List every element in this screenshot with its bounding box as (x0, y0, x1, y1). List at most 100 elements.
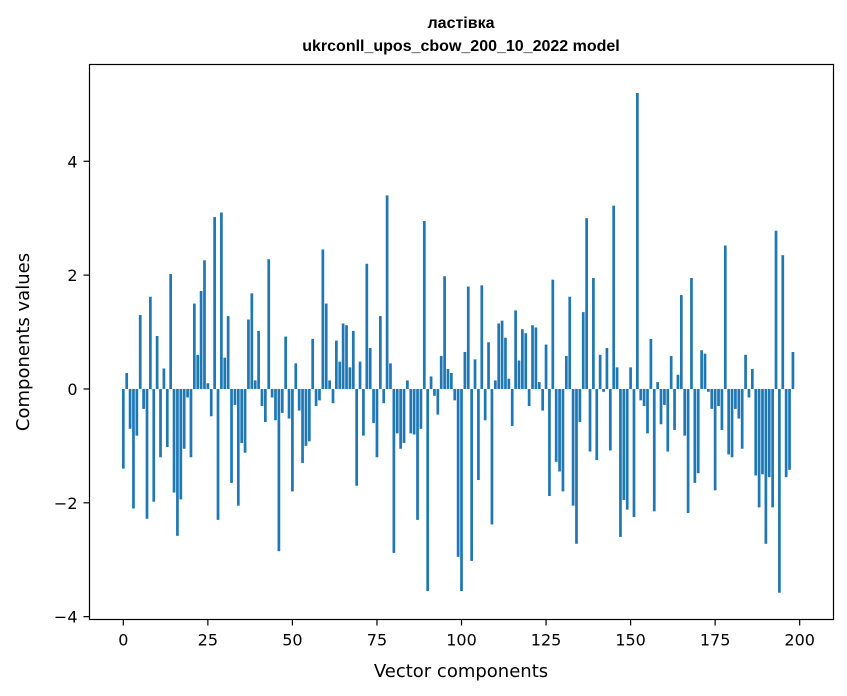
bar-83 (402, 388, 406, 444)
bar-122 (534, 327, 538, 389)
bar-26 (209, 388, 213, 417)
bar-110 (493, 380, 497, 389)
bar-187 (754, 388, 758, 476)
x-tick-label: 75 (367, 631, 387, 650)
bar-82 (399, 388, 402, 449)
bar-100 (460, 388, 463, 592)
bar-89 (422, 221, 426, 389)
bar-77 (382, 388, 386, 404)
bar-190 (764, 388, 768, 544)
bar-105 (477, 388, 480, 481)
bar-149 (625, 388, 629, 510)
x-axis-label: Vector components (374, 661, 548, 682)
bar-151 (632, 388, 636, 518)
bar-51 (294, 363, 298, 389)
bar-8 (149, 296, 152, 389)
bar-69 (355, 388, 359, 486)
bar-194 (778, 388, 781, 593)
bar-106 (480, 285, 484, 389)
bar-93 (436, 388, 440, 415)
bar-67 (348, 367, 352, 389)
bar-73 (368, 347, 372, 389)
bar-57 (314, 388, 318, 407)
bar-18 (182, 388, 186, 449)
bar-153 (639, 388, 643, 401)
bar-5 (138, 314, 142, 389)
bar-62 (331, 388, 335, 404)
bar-53 (301, 388, 304, 463)
bar-128 (554, 388, 558, 462)
bar-91 (429, 376, 433, 389)
bar-9 (152, 388, 156, 502)
bar-6 (142, 388, 145, 409)
bar-115 (510, 388, 514, 426)
bar-66 (345, 325, 348, 389)
bars-group (121, 92, 795, 593)
bar-121 (531, 325, 534, 389)
bar-140 (595, 388, 599, 461)
y-tick-label: −2 (54, 494, 78, 513)
x-tick-label: 150 (615, 631, 646, 650)
bar-124 (541, 388, 545, 411)
x-tick-label: 0 (118, 631, 128, 650)
bar-141 (598, 354, 602, 389)
x-tick-label: 50 (282, 631, 302, 650)
bar-193 (774, 230, 778, 389)
bar-37 (247, 319, 250, 389)
bar-138 (588, 388, 592, 452)
bar-56 (311, 338, 315, 389)
bar-58 (318, 388, 321, 401)
bar-175 (713, 388, 717, 491)
bar-173 (707, 388, 710, 392)
x-tick-label: 175 (700, 631, 731, 650)
bar-195 (781, 255, 785, 389)
bar-180 (730, 388, 734, 458)
bar-61 (328, 380, 331, 389)
bar-127 (551, 279, 555, 389)
bar-182 (737, 388, 741, 419)
bar-102 (466, 286, 470, 389)
x-tick-label: 100 (446, 631, 477, 650)
bar-36 (243, 388, 247, 453)
bar-33 (233, 388, 237, 405)
y-tick-label: −4 (54, 608, 78, 627)
bar-60 (324, 303, 328, 389)
bar-24 (203, 260, 206, 389)
bar-154 (642, 388, 646, 407)
bar-87 (416, 388, 419, 520)
bar-65 (341, 323, 345, 389)
bar-64 (338, 361, 342, 389)
bar-71 (362, 388, 365, 436)
bar-165 (679, 295, 683, 389)
bar-177 (720, 388, 724, 430)
bar-137 (585, 218, 588, 389)
bar-42 (264, 388, 267, 422)
bar-146 (615, 367, 619, 389)
bar-55 (307, 388, 311, 442)
bar-72 (365, 263, 369, 389)
bar-159 (659, 388, 663, 425)
bar-47 (280, 388, 284, 413)
bar-38 (250, 293, 254, 389)
bar-95 (443, 276, 446, 389)
bar-3 (132, 388, 135, 509)
bar-131 (564, 355, 568, 389)
bar-109 (490, 388, 494, 525)
chart-title-line2: ukrconll_upos_cbow_200_10_2022 model (302, 38, 619, 55)
bar-158 (656, 382, 659, 389)
bar-48 (284, 336, 287, 389)
bar-7 (145, 388, 149, 519)
bar-81 (395, 388, 399, 434)
bar-28 (216, 388, 220, 520)
bar-34 (236, 388, 240, 506)
bar-52 (297, 388, 301, 411)
bar-70 (358, 361, 362, 389)
bar-181 (734, 388, 737, 409)
bar-104 (473, 359, 477, 389)
bar-15 (172, 388, 176, 493)
bar-63 (335, 340, 338, 389)
bar-143 (605, 347, 609, 389)
bar-156 (649, 338, 653, 389)
bar-32 (230, 388, 233, 483)
bar-145 (612, 205, 616, 389)
